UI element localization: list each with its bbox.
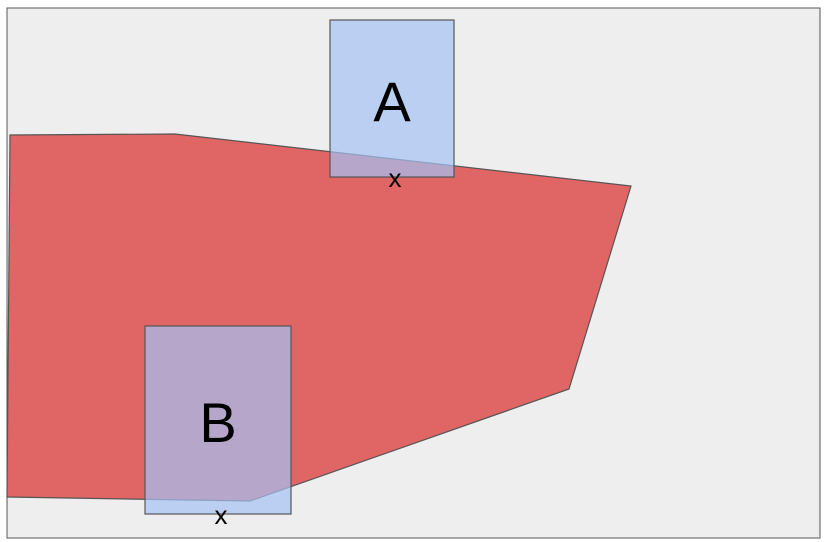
box-b-label: B <box>199 391 236 454</box>
box-a-label: A <box>373 70 411 133</box>
box-b-rect <box>144 325 292 515</box>
box-a-rect <box>329 19 455 178</box>
box-a-marker: x <box>389 163 402 193</box>
box-a: A x <box>329 19 455 193</box>
box-b-marker: x <box>215 500 228 530</box>
box-b: B x <box>144 325 292 530</box>
